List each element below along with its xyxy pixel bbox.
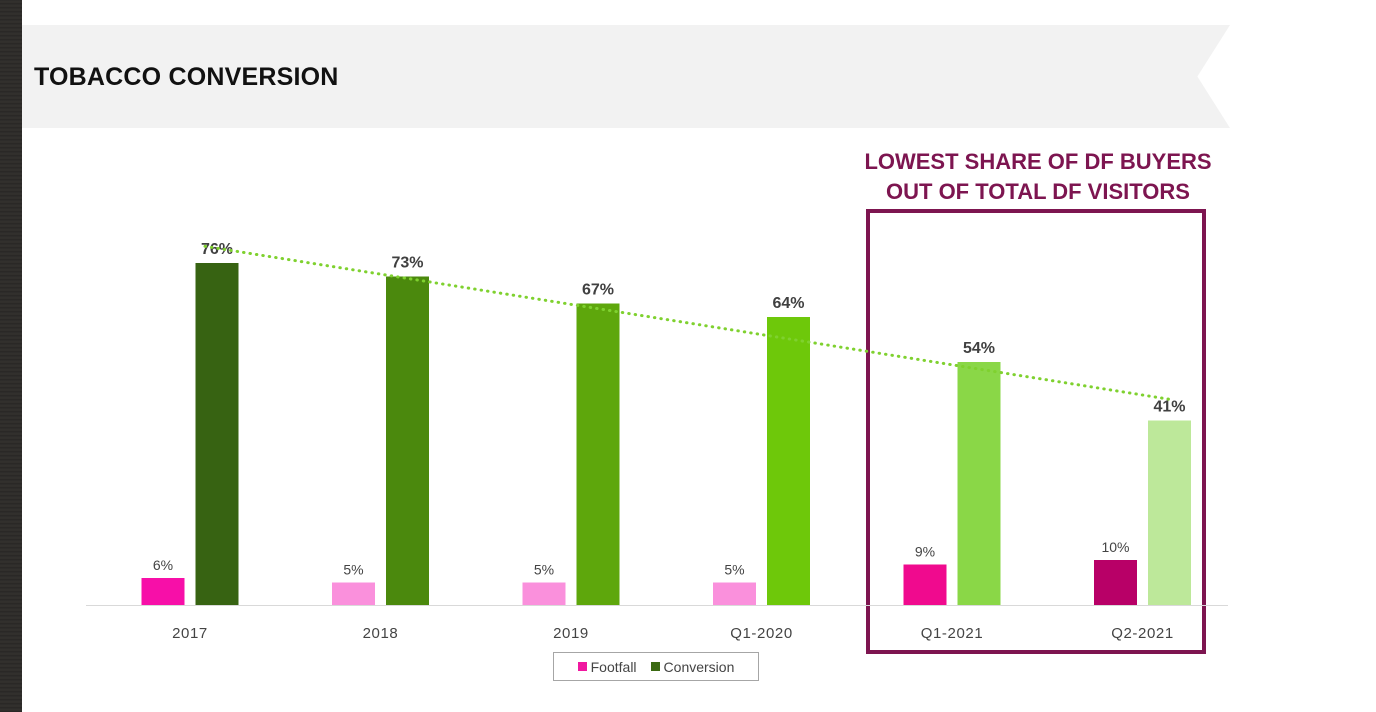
x-tick-label: Q1-2021 — [921, 625, 984, 642]
legend-item-footfall: Footfall — [577, 658, 637, 675]
conversion-bar — [576, 303, 620, 605]
legend: Footfall Conversion — [553, 652, 759, 681]
footfall-data-label: 5% — [343, 562, 363, 578]
page-title: TOBACCO CONVERSION — [34, 63, 339, 91]
x-tick-label: Q2-2021 — [1111, 625, 1174, 642]
conversion-bar — [1148, 420, 1191, 605]
legend-item-conversion: Conversion — [650, 658, 735, 675]
conversion-data-label: 67% — [582, 282, 614, 299]
conversion-data-label: 64% — [772, 295, 804, 312]
title-band — [22, 25, 1230, 128]
callout-line-1: LOWEST SHARE OF DF BUYERS — [864, 149, 1212, 174]
x-tick-label: 2017 — [172, 625, 208, 642]
footfall-data-label: 5% — [534, 562, 554, 578]
x-tick-label: 2018 — [363, 625, 399, 642]
left-edge-strip — [0, 0, 22, 712]
footfall-data-label: 10% — [1101, 539, 1129, 555]
legend-swatch-footfall — [577, 662, 587, 671]
legend-swatch-conversion — [650, 662, 660, 671]
footfall-data-label: 6% — [153, 557, 173, 573]
footfall-bar — [713, 582, 756, 605]
conversion-data-label: 73% — [391, 255, 423, 272]
conversion-bar — [767, 317, 810, 605]
conversion-data-label: 41% — [1153, 399, 1185, 416]
conversion-bar — [957, 362, 1001, 605]
conversion-trendline — [203, 244, 1171, 401]
x-tick-label: 2019 — [553, 625, 589, 642]
footfall-bar — [332, 582, 375, 605]
conversion-data-label: 54% — [963, 340, 995, 357]
footfall-bar — [141, 578, 185, 605]
footfall-data-label: 9% — [915, 544, 935, 560]
footfall-bar — [1094, 560, 1137, 605]
legend-label-footfall: Footfall — [590, 658, 637, 675]
callout-text: LOWEST SHARE OF DF BUYERS OUT OF TOTAL D… — [838, 147, 1238, 207]
footfall-data-label: 5% — [724, 562, 744, 578]
callout-line-2: OUT OF TOTAL DF VISITORS — [886, 179, 1190, 204]
conversion-bar — [195, 263, 239, 605]
legend-label-conversion: Conversion — [663, 658, 735, 675]
highlight-box — [866, 209, 1206, 654]
x-tick-label: Q1-2020 — [730, 625, 793, 642]
conversion-bar — [386, 276, 429, 605]
footfall-bar — [522, 582, 566, 605]
footfall-bar — [903, 564, 947, 605]
